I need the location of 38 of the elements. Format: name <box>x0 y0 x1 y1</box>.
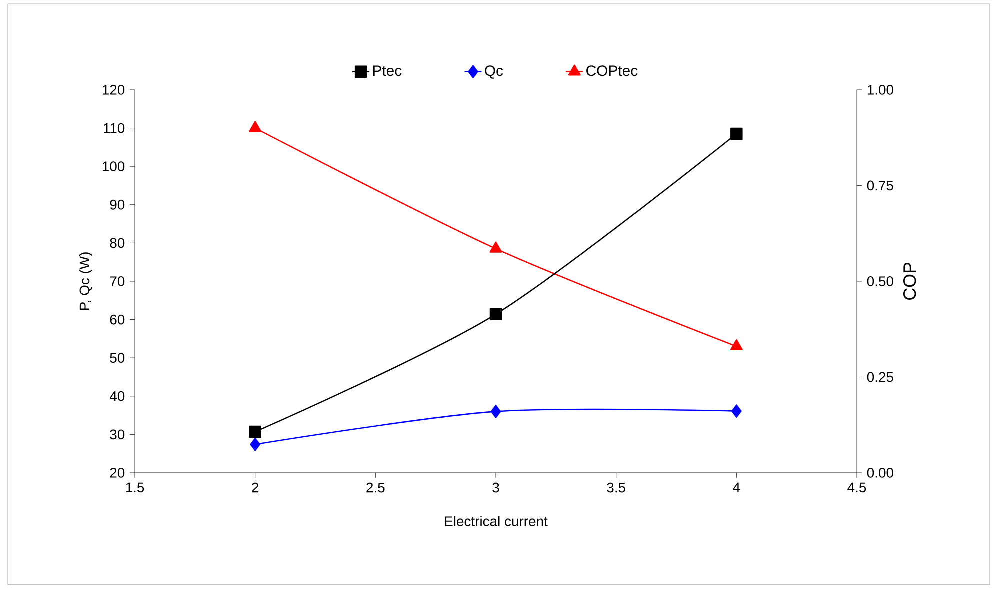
y-tick-label: 50 <box>110 353 125 364</box>
point <box>249 121 262 132</box>
x-tick-label: 4 <box>733 482 740 492</box>
y2-tick-label: 1.00 <box>868 85 894 95</box>
point <box>490 308 502 321</box>
y2-tick-label: 0.00 <box>867 468 894 478</box>
x-tick-label: 1.5 <box>126 482 144 493</box>
y-tick-label: 80 <box>110 238 125 248</box>
y2-axis-title: COP <box>903 263 916 300</box>
y2-tick-label: 0.75 <box>867 180 894 191</box>
legend-label: COPtec <box>586 66 638 76</box>
y-tick-label: 110 <box>104 123 125 134</box>
x-axis-title: Electrical current <box>445 516 548 526</box>
point <box>732 404 742 418</box>
point <box>249 426 262 438</box>
y-tick-label: 120 <box>102 85 125 95</box>
x-tick-label: 3 <box>492 482 500 493</box>
x-tick-label: 2.5 <box>366 482 385 493</box>
point <box>490 405 502 418</box>
point <box>250 438 260 452</box>
point <box>490 242 502 253</box>
x-tick-label: 3.5 <box>607 482 626 493</box>
y-tick-label: 30 <box>110 430 125 440</box>
y2-tick-label: 0.50 <box>867 276 894 286</box>
point <box>730 128 743 140</box>
legend-label: Qc <box>485 66 504 79</box>
y-tick-label: 60 <box>110 314 125 325</box>
x-tick-label: 2 <box>252 482 259 493</box>
x-tick-label: 4.5 <box>848 482 866 493</box>
legend-label: Ptec <box>373 66 402 76</box>
y-tick-label: 90 <box>110 200 125 210</box>
point <box>730 339 743 350</box>
y-axis-title: P, Qc (W) <box>79 252 92 310</box>
y-tick-label: 70 <box>110 276 125 286</box>
y-tick-label: 100 <box>102 162 125 172</box>
y-tick-label: 40 <box>110 391 125 402</box>
y-tick-label: 20 <box>110 468 125 478</box>
y2-tick-label: 0.25 <box>867 372 894 382</box>
